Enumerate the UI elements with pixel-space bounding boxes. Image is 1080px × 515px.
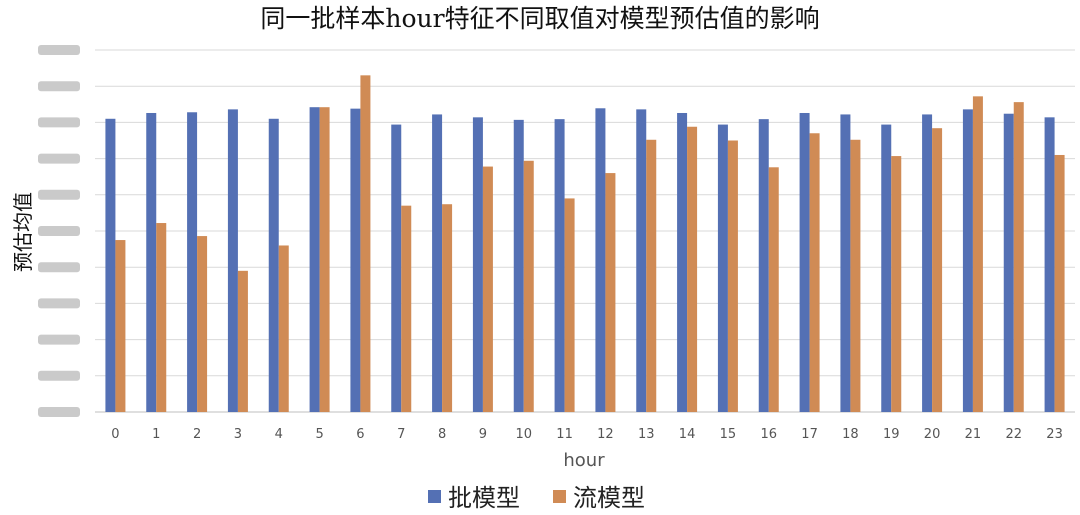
y-tick-label-obscured: [38, 153, 80, 164]
x-tick-label: 21: [965, 427, 982, 442]
y-tick-label-obscured: [38, 298, 80, 309]
bar-batch-13: [636, 109, 647, 413]
x-tick-label: 12: [597, 427, 614, 442]
y-tick-label-obscured: [38, 226, 80, 236]
x-tick-labels: 0 1 2 3 4 5 6 7 8 9 10 11 12 13 14 15 16 17 18 19 20 21 22 23: [111, 427, 1063, 442]
x-tick-label: 4: [275, 427, 283, 442]
legend: 批模型 流模型: [428, 484, 645, 512]
x-tick-label: 1: [152, 427, 160, 442]
bar-batch-23: [1044, 117, 1055, 412]
y-tick-label-obscured: [38, 117, 80, 128]
x-tick-label: 18: [842, 427, 859, 442]
y-tick-label-obscured: [38, 262, 80, 273]
bar-batch-0: [105, 118, 116, 412]
bar-stream-3: [237, 270, 248, 412]
bar-batch-1: [146, 112, 157, 412]
bar-stream-4: [278, 245, 289, 412]
bar-stream-17: [809, 133, 820, 412]
bars: [105, 75, 1065, 413]
legend-label-stream: 流模型: [573, 484, 645, 512]
x-tick-label: 15: [720, 427, 737, 442]
legend-label-batch: 批模型: [448, 484, 520, 512]
bar-batch-2: [187, 112, 198, 412]
bar-batch-7: [391, 124, 402, 413]
bar-stream-7: [401, 205, 412, 412]
chart-title: 同一批样本hour特征不同取值对模型预估值的影响: [260, 4, 819, 33]
legend-swatch-batch: [428, 490, 441, 503]
y-tick-label-obscured: [38, 81, 80, 92]
bar-batch-15: [717, 124, 728, 413]
bar-batch-5: [309, 107, 320, 413]
bar-stream-20: [932, 128, 943, 412]
bar-batch-6: [350, 108, 361, 413]
bar-stream-5: [319, 107, 330, 413]
y-tick-label-obscured: [38, 334, 80, 345]
x-tick-label: 23: [1046, 427, 1063, 442]
y-tick-label-obscured: [38, 370, 80, 381]
bar-stream-2: [197, 236, 208, 412]
x-tick-label: 3: [234, 427, 242, 442]
gridlines: [95, 49, 1075, 413]
x-tick-label: 11: [556, 427, 573, 442]
x-tick-label: 20: [924, 427, 941, 442]
bar-stream-22: [1013, 102, 1024, 413]
bar-stream-6: [360, 75, 371, 412]
x-tick-label: 14: [679, 427, 696, 442]
bar-batch-16: [758, 119, 769, 412]
y-tick-label-obscured: [38, 45, 80, 55]
x-tick-label: 17: [801, 427, 818, 442]
x-tick-label: 7: [397, 427, 405, 442]
x-axis-title: hour: [563, 450, 605, 471]
bar-stream-12: [605, 173, 616, 412]
bar-batch-21: [962, 109, 973, 413]
bar-batch-4: [268, 118, 279, 412]
bar-stream-14: [687, 126, 698, 412]
y-tick-label-obscured: [38, 189, 80, 200]
bar-stream-15: [727, 140, 738, 412]
bar-stream-13: [646, 139, 657, 412]
bar-batch-12: [595, 108, 606, 413]
x-tick-label: 5: [315, 427, 323, 442]
bar-stream-1: [156, 223, 167, 412]
bar-batch-14: [677, 112, 688, 412]
y-tick-label-obscured: [38, 407, 80, 417]
bar-stream-21: [972, 96, 983, 412]
x-tick-label: 19: [883, 427, 900, 442]
x-tick-label: 9: [479, 427, 487, 442]
x-tick-label: 13: [638, 427, 655, 442]
bar-stream-0: [115, 240, 126, 412]
bar-stream-9: [482, 166, 493, 412]
bar-batch-17: [799, 112, 810, 412]
x-tick-label: 2: [193, 427, 201, 442]
bar-stream-18: [850, 139, 861, 412]
bar-stream-19: [891, 156, 902, 412]
x-tick-label: 8: [438, 427, 446, 442]
bar-stream-8: [442, 204, 453, 412]
bar-batch-10: [513, 119, 524, 412]
bar-stream-16: [768, 167, 779, 412]
bar-stream-11: [564, 198, 575, 412]
x-tick-label: 0: [111, 427, 119, 442]
bar-batch-20: [922, 114, 933, 412]
bar-batch-19: [881, 124, 892, 413]
y-axis-title: 预估均值: [11, 192, 35, 272]
x-tick-label: 16: [760, 427, 777, 442]
x-tick-label: 22: [1005, 427, 1022, 442]
x-tick-label: 6: [356, 427, 364, 442]
bar-stream-23: [1054, 154, 1065, 413]
bar-batch-9: [472, 117, 483, 412]
bar-batch-3: [227, 109, 238, 413]
bar-batch-8: [432, 114, 443, 412]
y-tick-labels: [38, 45, 80, 417]
legend-swatch-stream: [553, 490, 566, 503]
bar-batch-18: [840, 114, 851, 412]
bar-batch-22: [1003, 113, 1014, 412]
x-tick-label: 10: [515, 427, 532, 442]
bar-batch-11: [554, 119, 565, 412]
bar-stream-10: [523, 160, 534, 412]
